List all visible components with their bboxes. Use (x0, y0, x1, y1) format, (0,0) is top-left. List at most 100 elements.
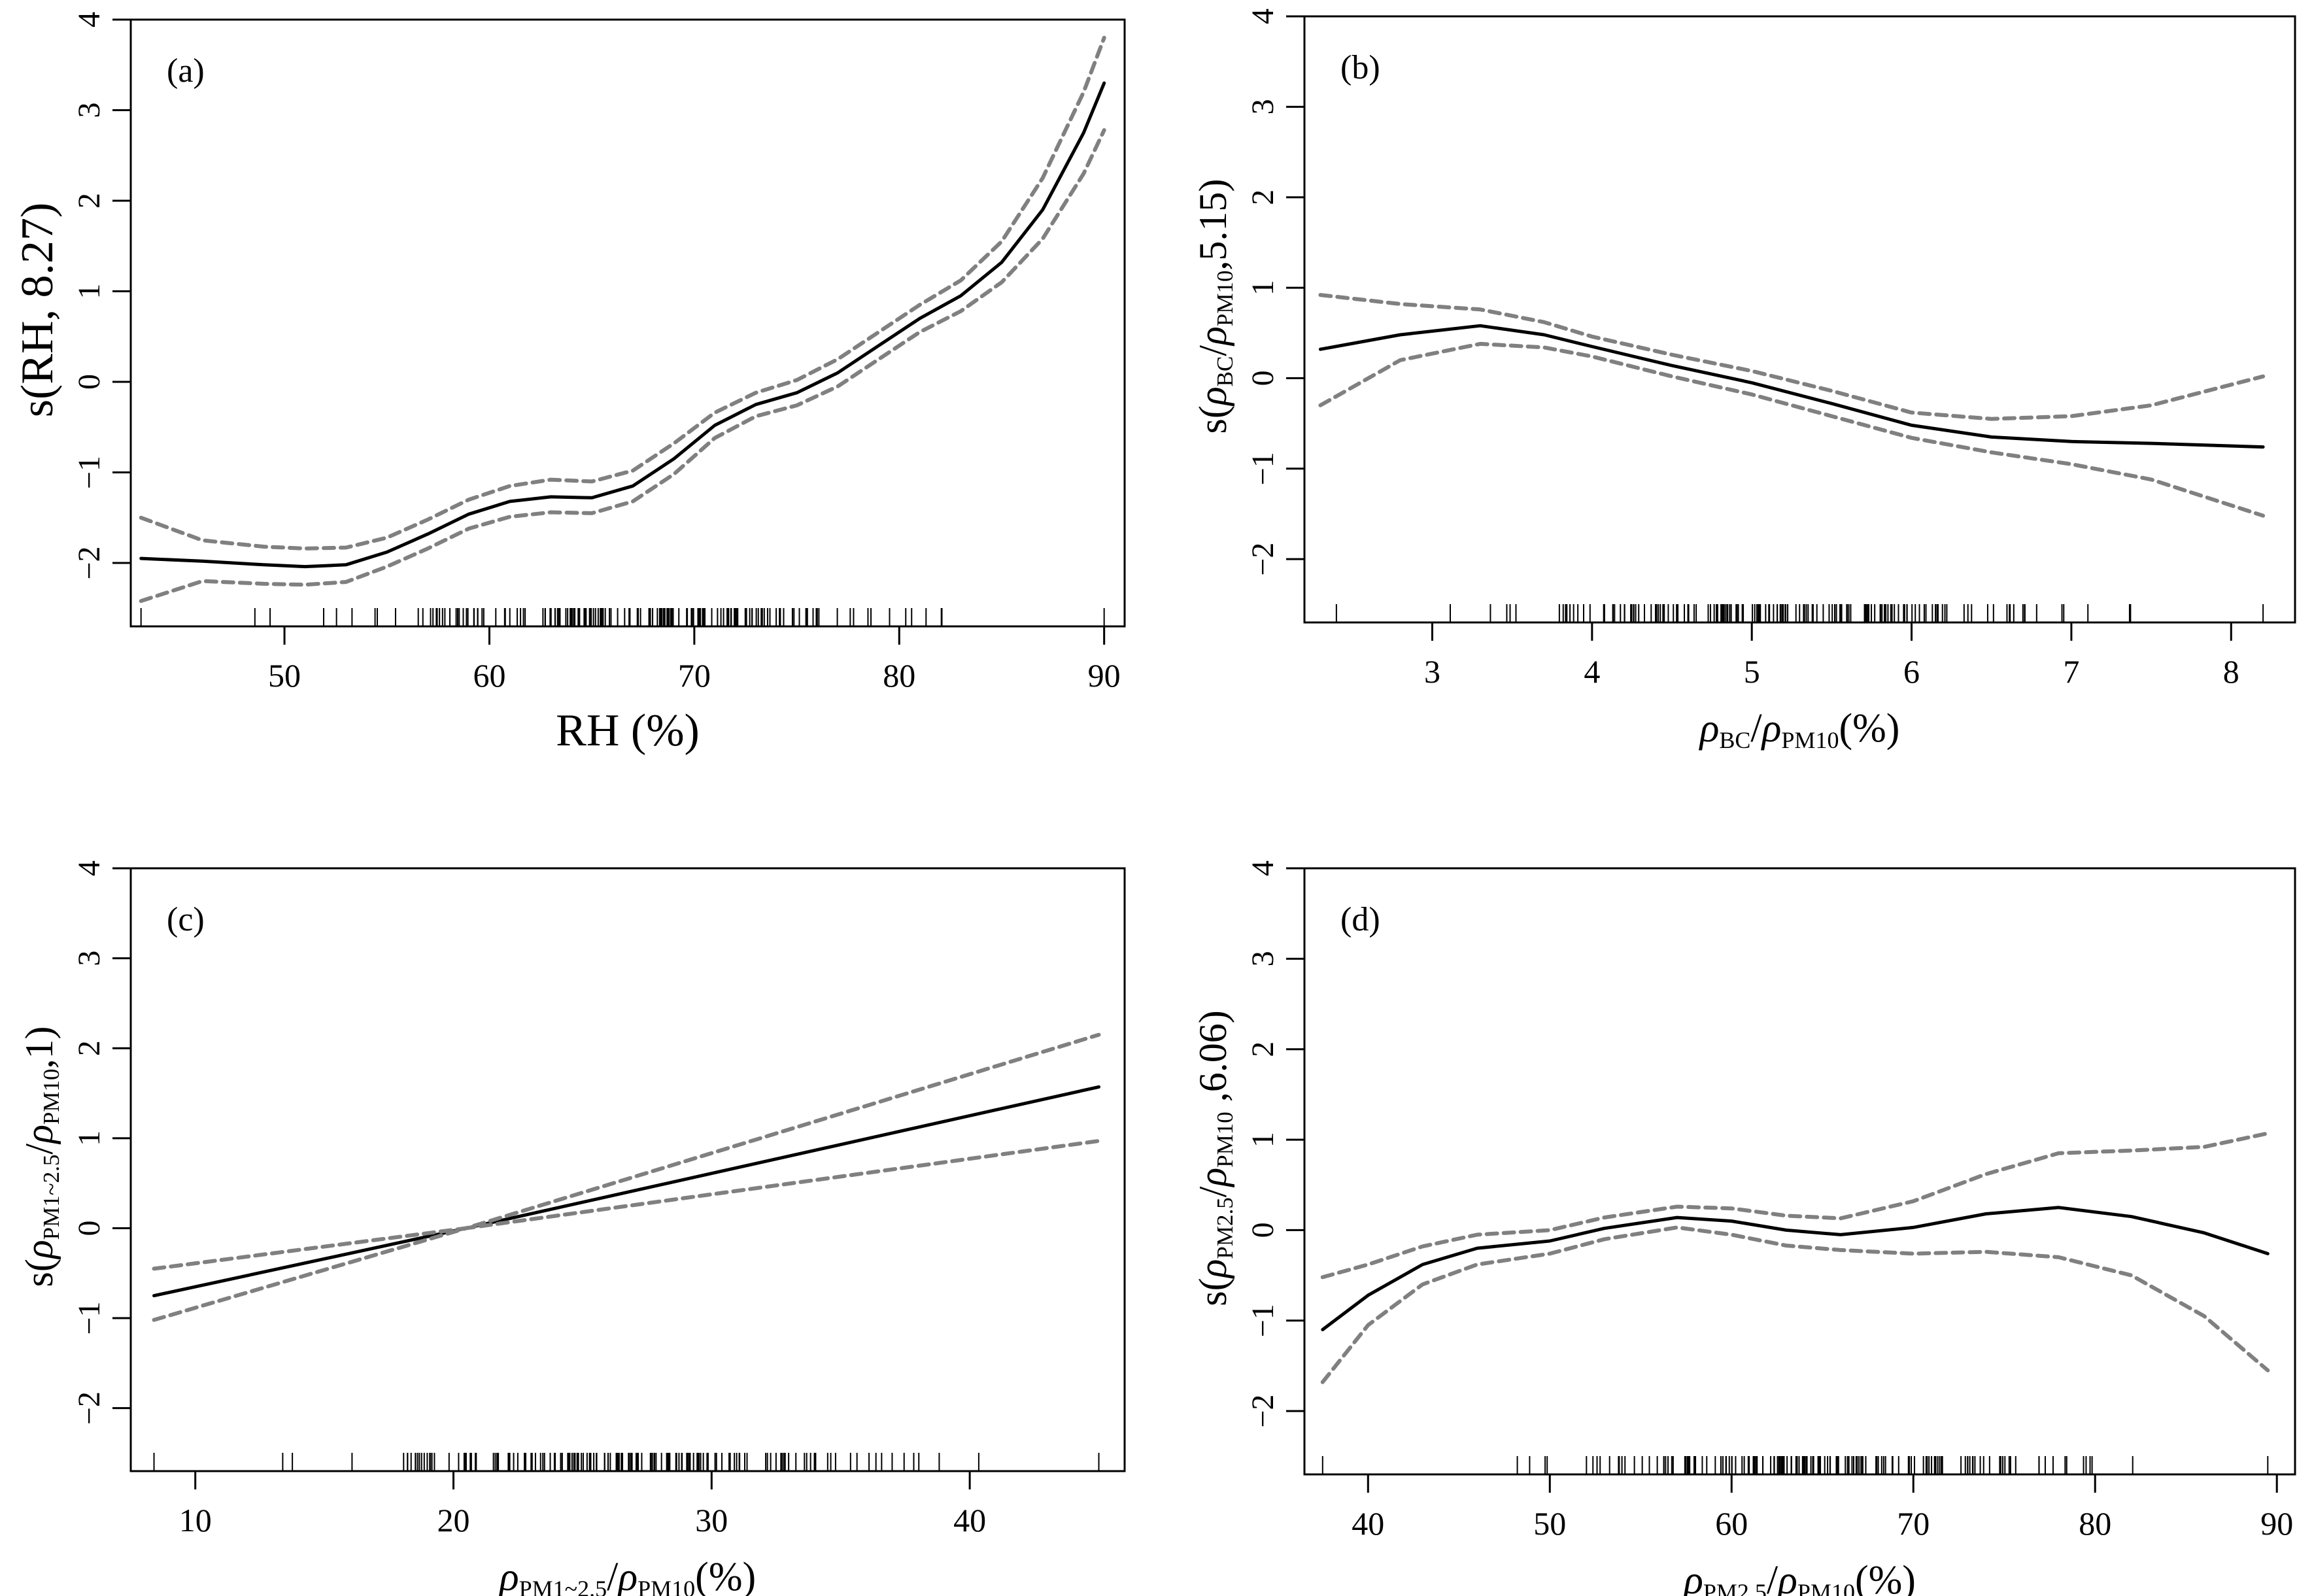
y-tick-label: 1 (72, 284, 107, 299)
y-tick-label: −1 (72, 1302, 107, 1335)
y-tick-label: 0 (1246, 1222, 1280, 1238)
y-axis-title-part: ρ (18, 1125, 61, 1145)
x-axis-title-part: / (1767, 1558, 1778, 1596)
series-upper (1320, 1131, 2270, 1280)
x-axis-title-part: PM10 (638, 1576, 695, 1596)
x-axis-title-part: (%) (695, 1555, 756, 1596)
y-tick-label: 0 (1246, 370, 1280, 386)
y-axis-title-part: ρ (1191, 326, 1234, 347)
x-tick-label: 90 (1088, 657, 1121, 694)
x-tick-label: 40 (1352, 1505, 1384, 1542)
panel-a: (a) 50 60 70 80 90 −2 −1 0 1 2 3 4 RH (%) s(RH, 8.27) (12, 12, 1126, 756)
x-tick-label: 60 (473, 657, 505, 694)
y-tick-label: −2 (72, 547, 107, 580)
panel-c: (c)10 20 30 40−2−101234ρPM1~2.5/ρPM10(%)s(ρ… (18, 860, 1126, 1596)
x-tick-label: 5 (1744, 653, 1760, 690)
x-tick-label: 10 (179, 1502, 212, 1538)
series-lower (1320, 1225, 2270, 1384)
y-tick-label: 4 (72, 12, 107, 27)
y-axis-title-part: PM10 (1212, 1112, 1238, 1168)
y-tick-label: 4 (1246, 8, 1280, 24)
y-axis-title-part: s(RH, 8.27) (12, 203, 63, 418)
y-axis-title-part: ρ (1191, 1168, 1234, 1188)
series-lower (139, 128, 1106, 603)
x-axis-title: ρPM1~2.5/ρPM10(%) (498, 1555, 756, 1596)
y-tick-label: −1 (1246, 452, 1280, 485)
y-tick-label: −1 (1246, 1304, 1280, 1337)
y-axis-title-part: s( (1191, 405, 1234, 433)
y-axis-title-part: ,6.06) (1191, 1010, 1234, 1112)
x-axis-title-part: PM10 (1797, 1579, 1855, 1596)
x-tick-label: 6 (1903, 653, 1920, 690)
plot-frame (129, 867, 1126, 1472)
y-tick-label: 3 (1246, 951, 1280, 966)
x-axis-title-part: ρ (498, 1555, 519, 1596)
x-tick-label: 50 (1533, 1505, 1566, 1542)
y-tick-label: 1 (1246, 1132, 1280, 1147)
panel-d: (d)40 50 60 70 80 90−2−101234ρPM2.5/ρPM10(%)s… (1191, 860, 2296, 1596)
y-tick-label: 2 (72, 193, 107, 209)
y-tick-label: −1 (72, 456, 107, 489)
series-fit (1321, 1206, 2270, 1332)
x-tick-label: 50 (268, 657, 301, 694)
x-tick-label: 70 (678, 657, 711, 694)
y-axis-title-part: / (1191, 345, 1234, 356)
y-tick-label: 2 (1246, 1042, 1280, 1057)
y-axis-title: s(ρBC/ρPM10,5.15) (1191, 179, 1238, 434)
y-tick-label: 1 (72, 1130, 107, 1146)
y-axis-title-part: s( (1191, 1278, 1234, 1306)
series-upper (139, 35, 1106, 551)
y-tick-label: 4 (1246, 860, 1280, 876)
y-tick-label: 3 (1246, 99, 1280, 114)
y-tick-label: 3 (72, 103, 107, 118)
x-axis-title-part: (%) (1855, 1558, 1916, 1596)
x-tick-label: 4 (1584, 653, 1600, 690)
x-tick-label: 30 (695, 1502, 728, 1538)
y-axis-title-part: ,5.15) (1191, 179, 1234, 271)
x-axis-title-part: RH (%) (556, 705, 700, 756)
x-tick-label: 7 (2063, 653, 2079, 690)
y-tick-label: −2 (1246, 543, 1280, 576)
x-tick-label: 20 (437, 1502, 470, 1538)
y-axis-title-part: BC (1212, 356, 1238, 387)
x-axis-title-part: (%) (1839, 706, 1899, 751)
y-tick-label: 2 (1246, 190, 1280, 205)
x-axis-title: RH (%) (556, 705, 700, 756)
x-axis-title: ρPM2.5/ρPM10(%) (1682, 1558, 1916, 1596)
panel-label: (b) (1340, 49, 1380, 86)
x-tick-label: 60 (1715, 1505, 1748, 1542)
x-tick-label: 90 (2260, 1505, 2293, 1542)
y-tick-label: −2 (72, 1391, 107, 1425)
x-axis-title-part: / (607, 1555, 619, 1596)
y-axis-title-part: / (1191, 1186, 1234, 1197)
series-fit (139, 81, 1106, 569)
y-axis-title: s(RH, 8.27) (12, 203, 63, 418)
y-tick-label: 0 (72, 374, 107, 390)
panel-label: (a) (167, 52, 205, 90)
series-fit (152, 1085, 1100, 1298)
y-axis-title: s(ρPM2.5/ρPM10 ,6.06) (1191, 1010, 1238, 1306)
plot-frame (129, 18, 1126, 628)
y-axis-title-part: ρ (1191, 1259, 1234, 1280)
plot-frame (1303, 867, 2296, 1476)
panel-label: (d) (1340, 901, 1380, 938)
y-tick-label: 2 (72, 1040, 107, 1056)
y-axis-title-part: PM10 (39, 1068, 64, 1125)
y-axis-title-part: ρ (18, 1240, 61, 1260)
panel-label: (c) (167, 901, 205, 938)
series-fit (1318, 324, 2265, 449)
x-tick-label: 40 (953, 1502, 986, 1538)
x-axis-title-part: ρ (1761, 706, 1782, 751)
y-axis-title-part: PM2.5 (1212, 1197, 1238, 1259)
series-upper (152, 1032, 1101, 1271)
y-axis-title: s(ρPM1~2.5/ρPM10,1) (18, 1027, 64, 1287)
series-lower (152, 1139, 1101, 1322)
x-axis-title-part: / (1750, 706, 1762, 751)
x-tick-label: 80 (883, 657, 915, 694)
x-axis-title-part: ρ (1699, 706, 1720, 751)
x-tick-label: 80 (2079, 1505, 2111, 1542)
y-axis-title-part: / (18, 1144, 61, 1155)
plot-frame (1303, 15, 2296, 624)
x-axis-title-part: PM1~2.5 (519, 1576, 607, 1596)
